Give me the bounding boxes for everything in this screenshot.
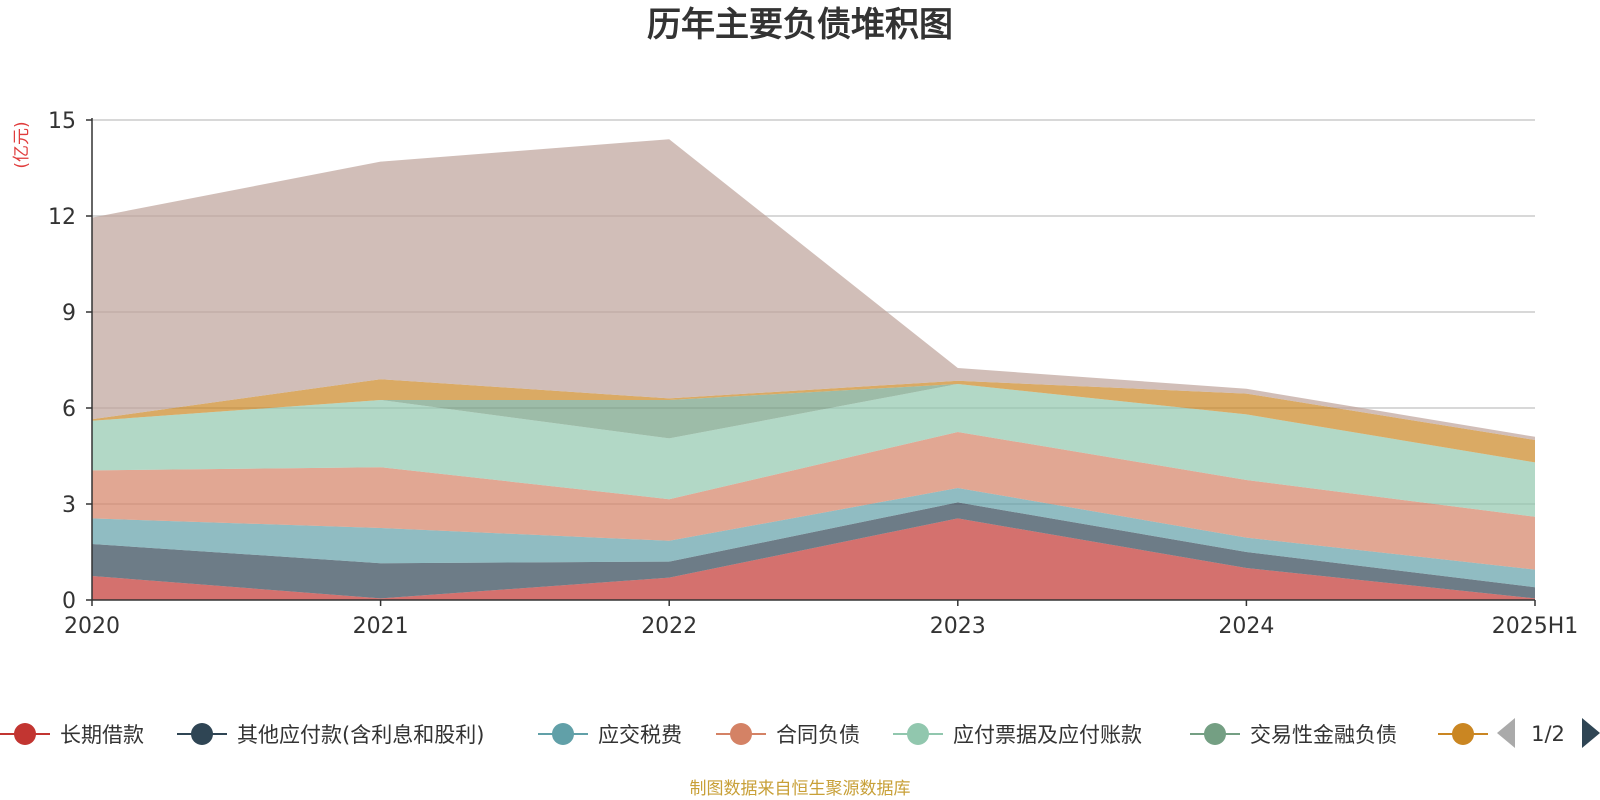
- legend-circle-marker: [191, 723, 213, 745]
- legend-item[interactable]: 交易性金融负债: [1190, 723, 1397, 747]
- axes: 2020 2021 2022 2023 2024 2025H1: [64, 118, 1578, 639]
- area-series-3: [92, 488, 1535, 588]
- legend-item[interactable]: 合同负债: [716, 723, 860, 747]
- y-tick-label: 9: [62, 301, 76, 326]
- legend-item[interactable]: 应付票据及应付账款: [893, 723, 1142, 747]
- y-axis-unit-label: (亿元): [12, 121, 32, 168]
- x-tick-label: 2024: [1218, 614, 1274, 639]
- x-tick-label: 2020: [64, 614, 120, 639]
- legend-label: 应交税费: [598, 723, 682, 747]
- source-note: 制图数据来自恒生聚源数据库: [690, 779, 911, 799]
- y-tick-label: 6: [62, 397, 76, 422]
- area-series-2: [92, 502, 1535, 599]
- area-series-1: [92, 518, 1535, 600]
- legend: 长期借款 其他应付款(含利息和股利) 应交税费 合同负债 应付票据及应付账款 交易性金融负…: [0, 723, 1488, 747]
- legend-label: 其他应付款(含利息和股利): [237, 723, 484, 747]
- legend-item[interactable]: 长期借款: [0, 723, 144, 747]
- legend-item[interactable]: [1438, 723, 1488, 745]
- legend-page-indicator: 1/2: [1531, 722, 1565, 746]
- legend-label: 应付票据及应付账款: [953, 723, 1142, 747]
- legend-circle-marker: [1452, 723, 1474, 745]
- y-tick-label: 15: [48, 109, 76, 134]
- legend-circle-marker: [552, 723, 574, 745]
- legend-circle-marker: [730, 723, 752, 745]
- area-series: [92, 139, 1535, 600]
- y-tick-label: 12: [48, 205, 76, 230]
- area-series-5: [92, 384, 1535, 517]
- legend-label: 长期借款: [60, 723, 144, 747]
- legend-circle-marker: [907, 723, 929, 745]
- legend-item[interactable]: 应交税费: [538, 723, 682, 747]
- y-tick-label: 3: [62, 493, 76, 518]
- legend-item[interactable]: 其他应付款(含利息和股利): [177, 723, 484, 747]
- x-tick-label: 2025H1: [1492, 614, 1579, 639]
- legend-label: 交易性金融负债: [1250, 723, 1397, 747]
- legend-label: 合同负债: [776, 723, 860, 747]
- x-tick-label: 2021: [353, 614, 409, 639]
- x-tick-label: 2022: [641, 614, 697, 639]
- x-tick-label: 2023: [930, 614, 986, 639]
- y-tick-label: 0: [62, 589, 76, 614]
- legend-circle-marker: [14, 723, 36, 745]
- area-series-4: [92, 432, 1535, 570]
- area-series-7: [92, 379, 1535, 463]
- area-series-8: [92, 139, 1535, 440]
- legend-prev-page-icon[interactable]: [1497, 718, 1515, 748]
- legend-next-page-icon[interactable]: [1582, 718, 1600, 748]
- chart-title: 历年主要负债堆积图: [647, 5, 953, 45]
- area-series-6: [92, 384, 1535, 463]
- legend-circle-marker: [1204, 723, 1226, 745]
